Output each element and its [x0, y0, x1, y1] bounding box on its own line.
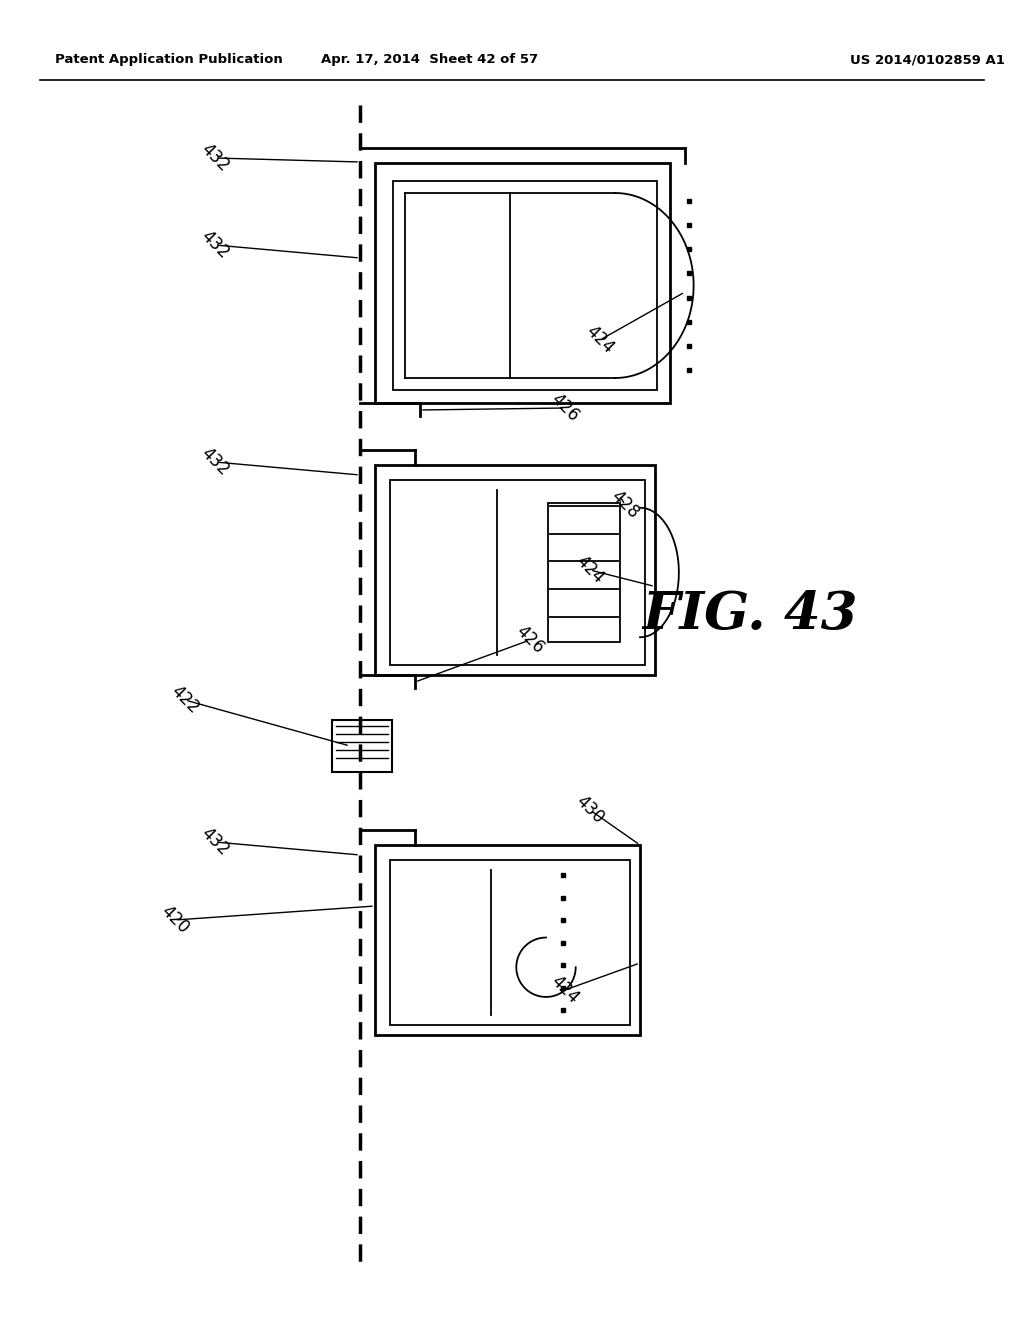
Bar: [393, 181, 657, 389]
Bar: [375, 465, 655, 675]
Bar: [332, 719, 392, 772]
Text: 432: 432: [198, 445, 232, 479]
Text: 426: 426: [512, 623, 548, 657]
Text: 420: 420: [158, 903, 193, 937]
Text: Patent Application Publication: Patent Application Publication: [55, 54, 283, 66]
Text: Apr. 17, 2014  Sheet 42 of 57: Apr. 17, 2014 Sheet 42 of 57: [322, 54, 539, 66]
Text: 432: 432: [198, 227, 232, 263]
Bar: [390, 480, 645, 665]
Text: US 2014/0102859 A1: US 2014/0102859 A1: [850, 54, 1005, 66]
Text: 428: 428: [607, 487, 642, 523]
Text: 432: 432: [198, 140, 232, 176]
Text: 424: 424: [572, 553, 607, 587]
Bar: [548, 503, 620, 642]
Text: FIG. 43: FIG. 43: [642, 590, 858, 640]
Text: 424: 424: [583, 322, 617, 358]
Text: 426: 426: [548, 391, 583, 425]
Bar: [375, 845, 640, 1035]
Text: 422: 422: [167, 682, 203, 718]
Bar: [375, 162, 670, 403]
Bar: [390, 861, 630, 1026]
Text: 432: 432: [198, 825, 232, 859]
Text: 424: 424: [548, 973, 583, 1007]
Text: 430: 430: [572, 792, 607, 828]
